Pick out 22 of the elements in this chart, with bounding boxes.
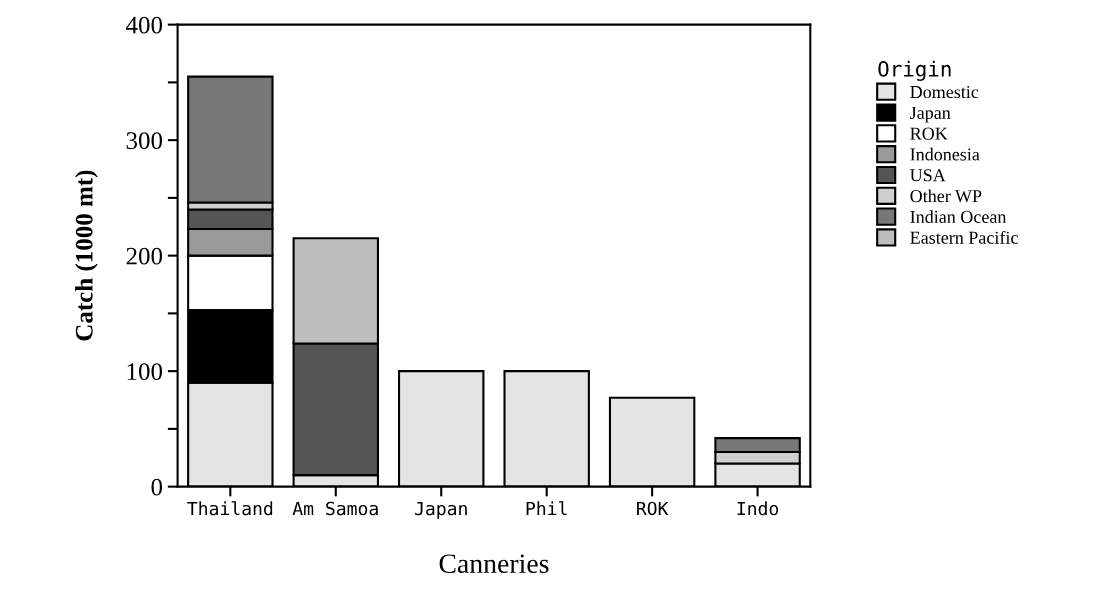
x-tick-label: Thailand — [187, 501, 273, 516]
legend-label: ROK — [910, 127, 948, 140]
x-tick-label: Phil — [526, 501, 567, 516]
x-tick-label: Japan — [415, 501, 467, 519]
y-tick-label: 100 — [127, 363, 163, 381]
legend-label: Domestic — [910, 85, 979, 99]
legend-label: Eastern Pacific — [910, 230, 1018, 244]
y-tick-label: 400 — [126, 16, 163, 34]
x-tick-label: ROK — [637, 501, 669, 516]
legend-title: Origin — [878, 60, 951, 81]
y-tick-label: 200 — [126, 247, 163, 265]
legend-label: Indonesia — [910, 147, 980, 161]
y-tick-label: 300 — [126, 132, 163, 150]
legend-label: Japan — [910, 106, 951, 123]
y-tick-label: 0 — [151, 478, 163, 496]
legend-label: USA — [910, 169, 946, 182]
x-tick-label: Indo — [737, 501, 779, 516]
legend-label: Other WP — [910, 189, 982, 203]
legend-label: Indian Ocean — [910, 210, 1007, 223]
y-axis-title: Catch (1000 mt) — [75, 170, 98, 341]
x-axis-title: Canneries — [439, 554, 549, 574]
x-tick-label: Am Samoa — [292, 501, 378, 516]
